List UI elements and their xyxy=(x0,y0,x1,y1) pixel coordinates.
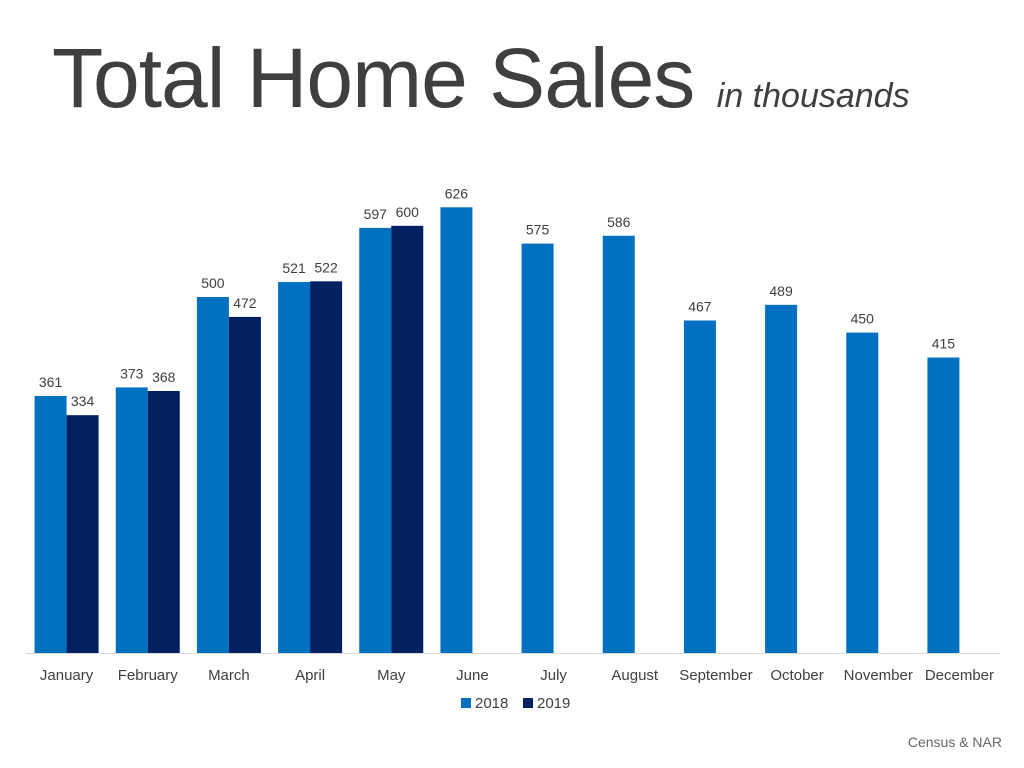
legend-label-2019: 2019 xyxy=(537,695,570,712)
data-label-2019-january: 334 xyxy=(71,393,95,409)
data-label-2019-february: 368 xyxy=(152,369,176,385)
data-label-2018-august: 586 xyxy=(607,214,631,230)
bar-2019-march xyxy=(228,316,261,653)
data-label-2018-april: 521 xyxy=(282,260,306,276)
x-tick-label-march: March xyxy=(208,667,250,684)
data-label-2018-june: 626 xyxy=(445,185,469,201)
x-tick-label-may: May xyxy=(377,667,406,684)
x-tick-label-august: August xyxy=(611,667,659,684)
legend-label-2018: 2018 xyxy=(475,695,508,712)
bar-2018-september xyxy=(683,320,716,653)
data-label-2018-november: 450 xyxy=(851,311,875,327)
data-label-2018-july: 575 xyxy=(526,222,550,238)
bar-2018-january xyxy=(34,395,67,653)
data-label-2018-may: 597 xyxy=(364,206,388,222)
x-tick-label-september: September xyxy=(679,667,752,684)
title-row: Total Home Sales in thousands xyxy=(52,30,910,127)
data-label-2018-march: 500 xyxy=(201,275,225,291)
x-tick-label-december: December xyxy=(925,667,994,684)
x-tick-label-june: June xyxy=(456,667,489,684)
bar-2019-april xyxy=(310,281,343,653)
bar-2018-february xyxy=(115,387,148,653)
bar-2018-december xyxy=(927,357,960,653)
bar-2018-may xyxy=(359,227,392,653)
bar-2018-october xyxy=(765,304,798,653)
x-tick-label-november: November xyxy=(844,667,913,684)
data-label-2018-january: 361 xyxy=(39,374,63,390)
bar-2019-january xyxy=(66,415,99,653)
data-label-2018-october: 489 xyxy=(769,283,793,299)
bar-2018-april xyxy=(278,282,311,653)
bar-2018-november xyxy=(846,332,879,653)
data-label-2019-march: 472 xyxy=(233,295,257,311)
bar-2019-february xyxy=(147,390,180,653)
bar-2018-march xyxy=(196,297,229,653)
data-label-2018-september: 467 xyxy=(688,298,712,314)
x-tick-label-april: April xyxy=(295,667,325,684)
x-tick-label-february: February xyxy=(118,667,179,684)
source-note: Census & NAR xyxy=(907,734,1002,750)
bar-2018-june xyxy=(440,207,473,653)
data-label-2018-february: 373 xyxy=(120,365,144,381)
bar-2018-august xyxy=(602,235,635,653)
page-subtitle: in thousands xyxy=(716,77,910,115)
bar-2018-july xyxy=(521,243,554,653)
bar-2019-may xyxy=(391,225,424,654)
data-label-2019-april: 522 xyxy=(314,259,338,275)
legend-swatch-2018 xyxy=(461,698,471,708)
x-tick-label-july: July xyxy=(540,667,567,684)
x-tick-label-october: October xyxy=(770,667,823,684)
data-label-2018-december: 415 xyxy=(932,336,956,352)
x-tick-label-january: January xyxy=(40,667,94,684)
page-title: Total Home Sales xyxy=(52,31,695,125)
data-label-2019-may: 600 xyxy=(396,204,420,220)
legend-swatch-2019 xyxy=(523,698,533,708)
